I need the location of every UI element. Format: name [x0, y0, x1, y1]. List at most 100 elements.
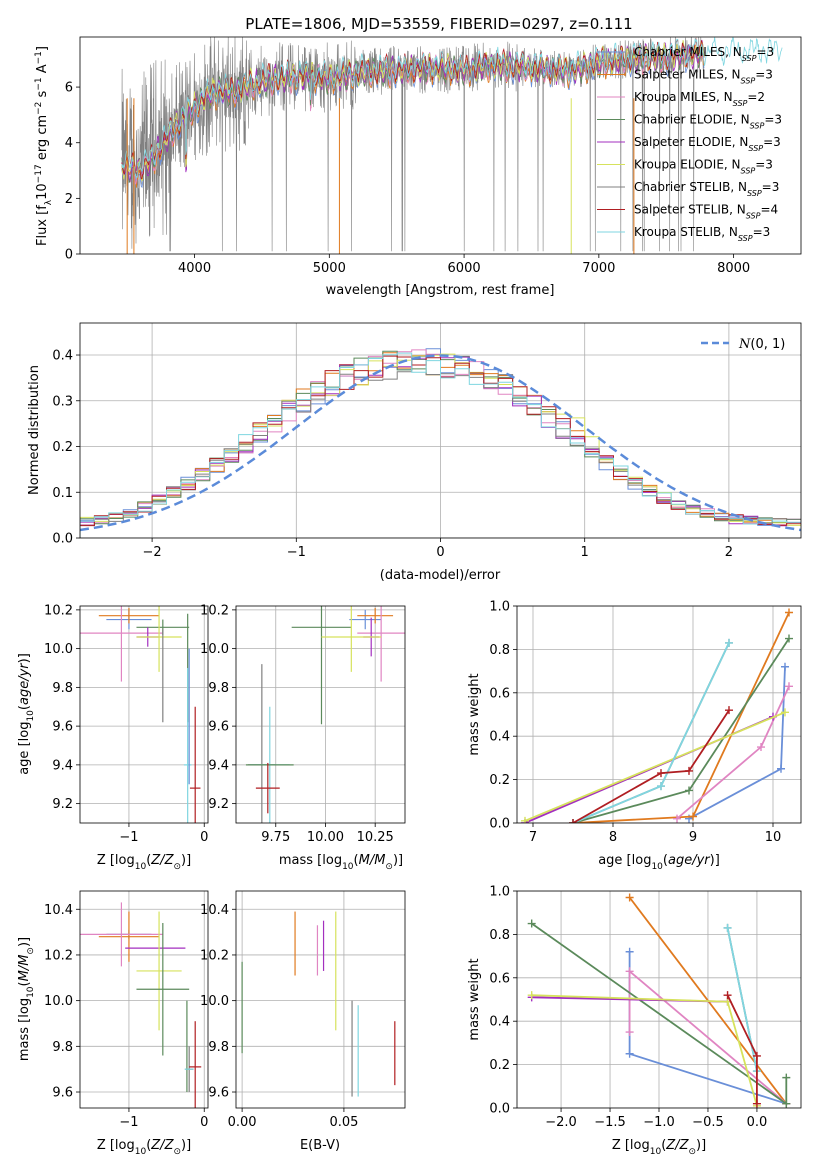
x-tick-label: 0 [436, 545, 444, 560]
weight-marker [781, 662, 789, 671]
histogram-step [80, 352, 801, 538]
errorbar-point [136, 606, 182, 672]
x-axis-label: (data-model)/error [380, 568, 501, 583]
weight-marker [685, 786, 693, 795]
weight-line [572, 612, 790, 823]
legend-entry: Chabrier ELODIE, NSSP=3 [634, 113, 782, 131]
y-tick-label: 0.2 [489, 773, 510, 788]
weight-marker [725, 638, 733, 647]
axes-frame [79, 605, 209, 824]
x-tick-label: 9 [689, 830, 697, 845]
y-tick-label: 0 [65, 248, 73, 263]
weight-line [524, 711, 786, 822]
y-tick-label: 10.0 [44, 994, 73, 1009]
weight-line [572, 642, 730, 823]
x-tick-label: 0.00 [228, 1115, 257, 1130]
legend-entry: Chabrier STELIB, NSSP=3 [634, 180, 779, 198]
x-axis-label: wavelength [Angstrom, rest frame] [326, 283, 555, 298]
plot-area-2 [80, 606, 208, 823]
panel-7: −2.0 −1.5 −1.0 −0.5 0.0 0.0 0.2 0.4 0.6 0.8 1.0 Z [… [467, 885, 802, 1157]
y-tick-label: 10.0 [44, 642, 73, 657]
x-tick-label: 10.25 [357, 830, 394, 845]
weight-marker [757, 743, 765, 752]
y-tick-label: 9.6 [52, 720, 73, 735]
legend: N(0, 1) [701, 337, 785, 352]
weight-line [572, 642, 730, 823]
y-tick-label: 0.2 [489, 1058, 510, 1073]
panel-2: −1 0 9.2 9.4 9.6 9.8 10.0 10.2 Z [log10(Z/Z⊙)] ag… [17, 603, 209, 872]
y-tick-label: 10.0 [200, 642, 229, 657]
y-axis-label: Flux [fλ10−17 erg cm−2 s−1 A−1] [34, 46, 54, 246]
y-axis-label: Normed distribution [27, 365, 42, 495]
weight-marker [625, 1049, 634, 1058]
x-tick-label: 9.75 [261, 830, 290, 845]
y-tick-label: 10.2 [44, 948, 73, 963]
y-tick-label: 10.4 [200, 903, 229, 918]
weight-marker [685, 766, 693, 775]
axes-frame [516, 890, 802, 1109]
x-tick-label: 8 [609, 830, 617, 845]
x-tick-label: 10 [765, 830, 782, 845]
y-tick-label: 0.1 [52, 486, 73, 501]
y-tick-label: 1.0 [489, 600, 510, 615]
y-axis-label: mass [log10(M/M⊙)] [17, 937, 36, 1061]
errorbar-point [80, 902, 163, 967]
model-spectrum [121, 37, 783, 179]
plot-area-4 [517, 606, 801, 823]
axes-frame [79, 36, 802, 255]
y-tick-label: 0.3 [52, 394, 73, 409]
weight-marker [657, 769, 665, 778]
y-tick-label: 0.0 [489, 1102, 510, 1117]
legend-entry: N(0, 1) [738, 337, 785, 352]
errorbar-point [80, 606, 163, 682]
weight-marker [723, 923, 732, 932]
panel-0: 4000 5000 6000 7000 8000 0 2 4 6 wavelength [Angs… [34, 36, 802, 298]
weight-marker [752, 1099, 761, 1108]
x-tick-label: 0.0 [747, 1115, 768, 1130]
legend-entry: Salpeter ELODIE, NSSP=3 [634, 135, 781, 153]
x-tick-label: 4000 [178, 261, 211, 276]
weight-marker [527, 991, 536, 1000]
weight-marker [782, 1099, 791, 1108]
y-tick-label: 9.8 [208, 681, 229, 696]
legend-entry: Salpeter STELIB, NSSP=4 [634, 203, 778, 221]
errorbar-point [136, 922, 190, 1056]
y-tick-label: 10.0 [200, 994, 229, 1009]
weight-line [726, 927, 758, 1072]
errorbar-point [189, 706, 201, 823]
figure-title: PLATE=1806, MJD=53559, FIBERID=0297, z=0… [245, 15, 632, 33]
errorbar-point [183, 668, 192, 823]
y-tick-label: 0.0 [52, 532, 73, 547]
y-tick-label: 9.4 [52, 758, 73, 773]
model-spectrum [121, 39, 705, 182]
legend-entry: Salpeter MILES, NSSP=3 [634, 68, 773, 86]
weight-marker [527, 919, 536, 928]
panel-3: 9.75 10.00 10.25 9.2 9.4 9.6 9.8 10.0 10.2 mass [… [200, 603, 406, 872]
errorbar-point [189, 1021, 202, 1108]
x-axis-label: Z [log10(Z/Z⊙)] [97, 853, 191, 872]
x-axis-label: Z [log10(Z/Z⊙)] [97, 1138, 191, 1157]
x-tick-label: −2 [143, 545, 162, 560]
x-tick-label: 6000 [448, 261, 481, 276]
y-tick-label: 10.2 [44, 603, 73, 618]
x-tick-label: 1 [581, 545, 589, 560]
weight-marker [625, 893, 634, 902]
plot-area-6 [236, 891, 405, 1108]
weight-marker [625, 947, 634, 956]
y-tick-label: 9.6 [52, 1086, 73, 1101]
legend-entry: Kroupa MILES, NSSP=2 [634, 90, 765, 108]
errorbar-point [321, 606, 382, 672]
weight-marker [625, 1028, 634, 1037]
weight-marker [725, 706, 733, 715]
axes-frame [235, 605, 406, 824]
axes-frame [235, 890, 406, 1109]
y-tick-label: 0.8 [489, 928, 510, 943]
plot-area-3 [236, 606, 405, 823]
x-tick-label: 5000 [313, 261, 346, 276]
weight-line [572, 709, 730, 823]
weight-marker [752, 1051, 761, 1060]
weight-marker [785, 608, 793, 617]
panel-4: 7 8 9 10 0.0 0.2 0.4 0.6 0.8 1.0 age [log10(age/yr… [467, 600, 802, 872]
plot-area-0 [121, 37, 783, 254]
